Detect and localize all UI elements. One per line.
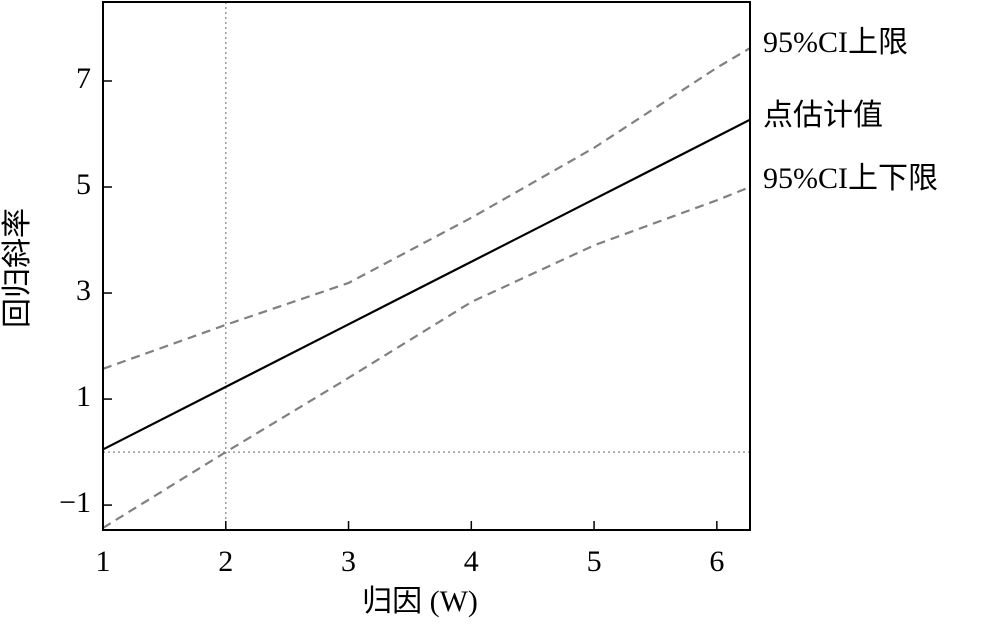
series-label: 95%CI上下限 <box>763 162 938 195</box>
plot-frame <box>102 1 751 531</box>
y-tick-label: 7 <box>76 62 91 95</box>
x-tick-label: 2 <box>218 545 233 578</box>
series-line <box>102 185 751 529</box>
series-line <box>102 118 751 451</box>
x-tick-label: 1 <box>96 545 111 578</box>
x-tick-label: 4 <box>464 545 479 578</box>
y-tick-label: 5 <box>76 168 91 201</box>
series-label: 点估计值 <box>763 99 883 132</box>
y-tick-label: 1 <box>76 380 91 413</box>
series-line <box>102 47 751 370</box>
y-tick-label: −1 <box>59 486 91 519</box>
x-tick-label: 6 <box>709 545 724 578</box>
x-tick-label: 3 <box>341 545 356 578</box>
y-tick-label: 3 <box>76 274 91 307</box>
y-axis-label: 回归斜率 <box>1 208 34 328</box>
x-tick-label: 5 <box>587 545 602 578</box>
x-axis-label: 归因 (W) <box>362 585 478 618</box>
series-label: 95%CI上限 <box>763 26 908 59</box>
